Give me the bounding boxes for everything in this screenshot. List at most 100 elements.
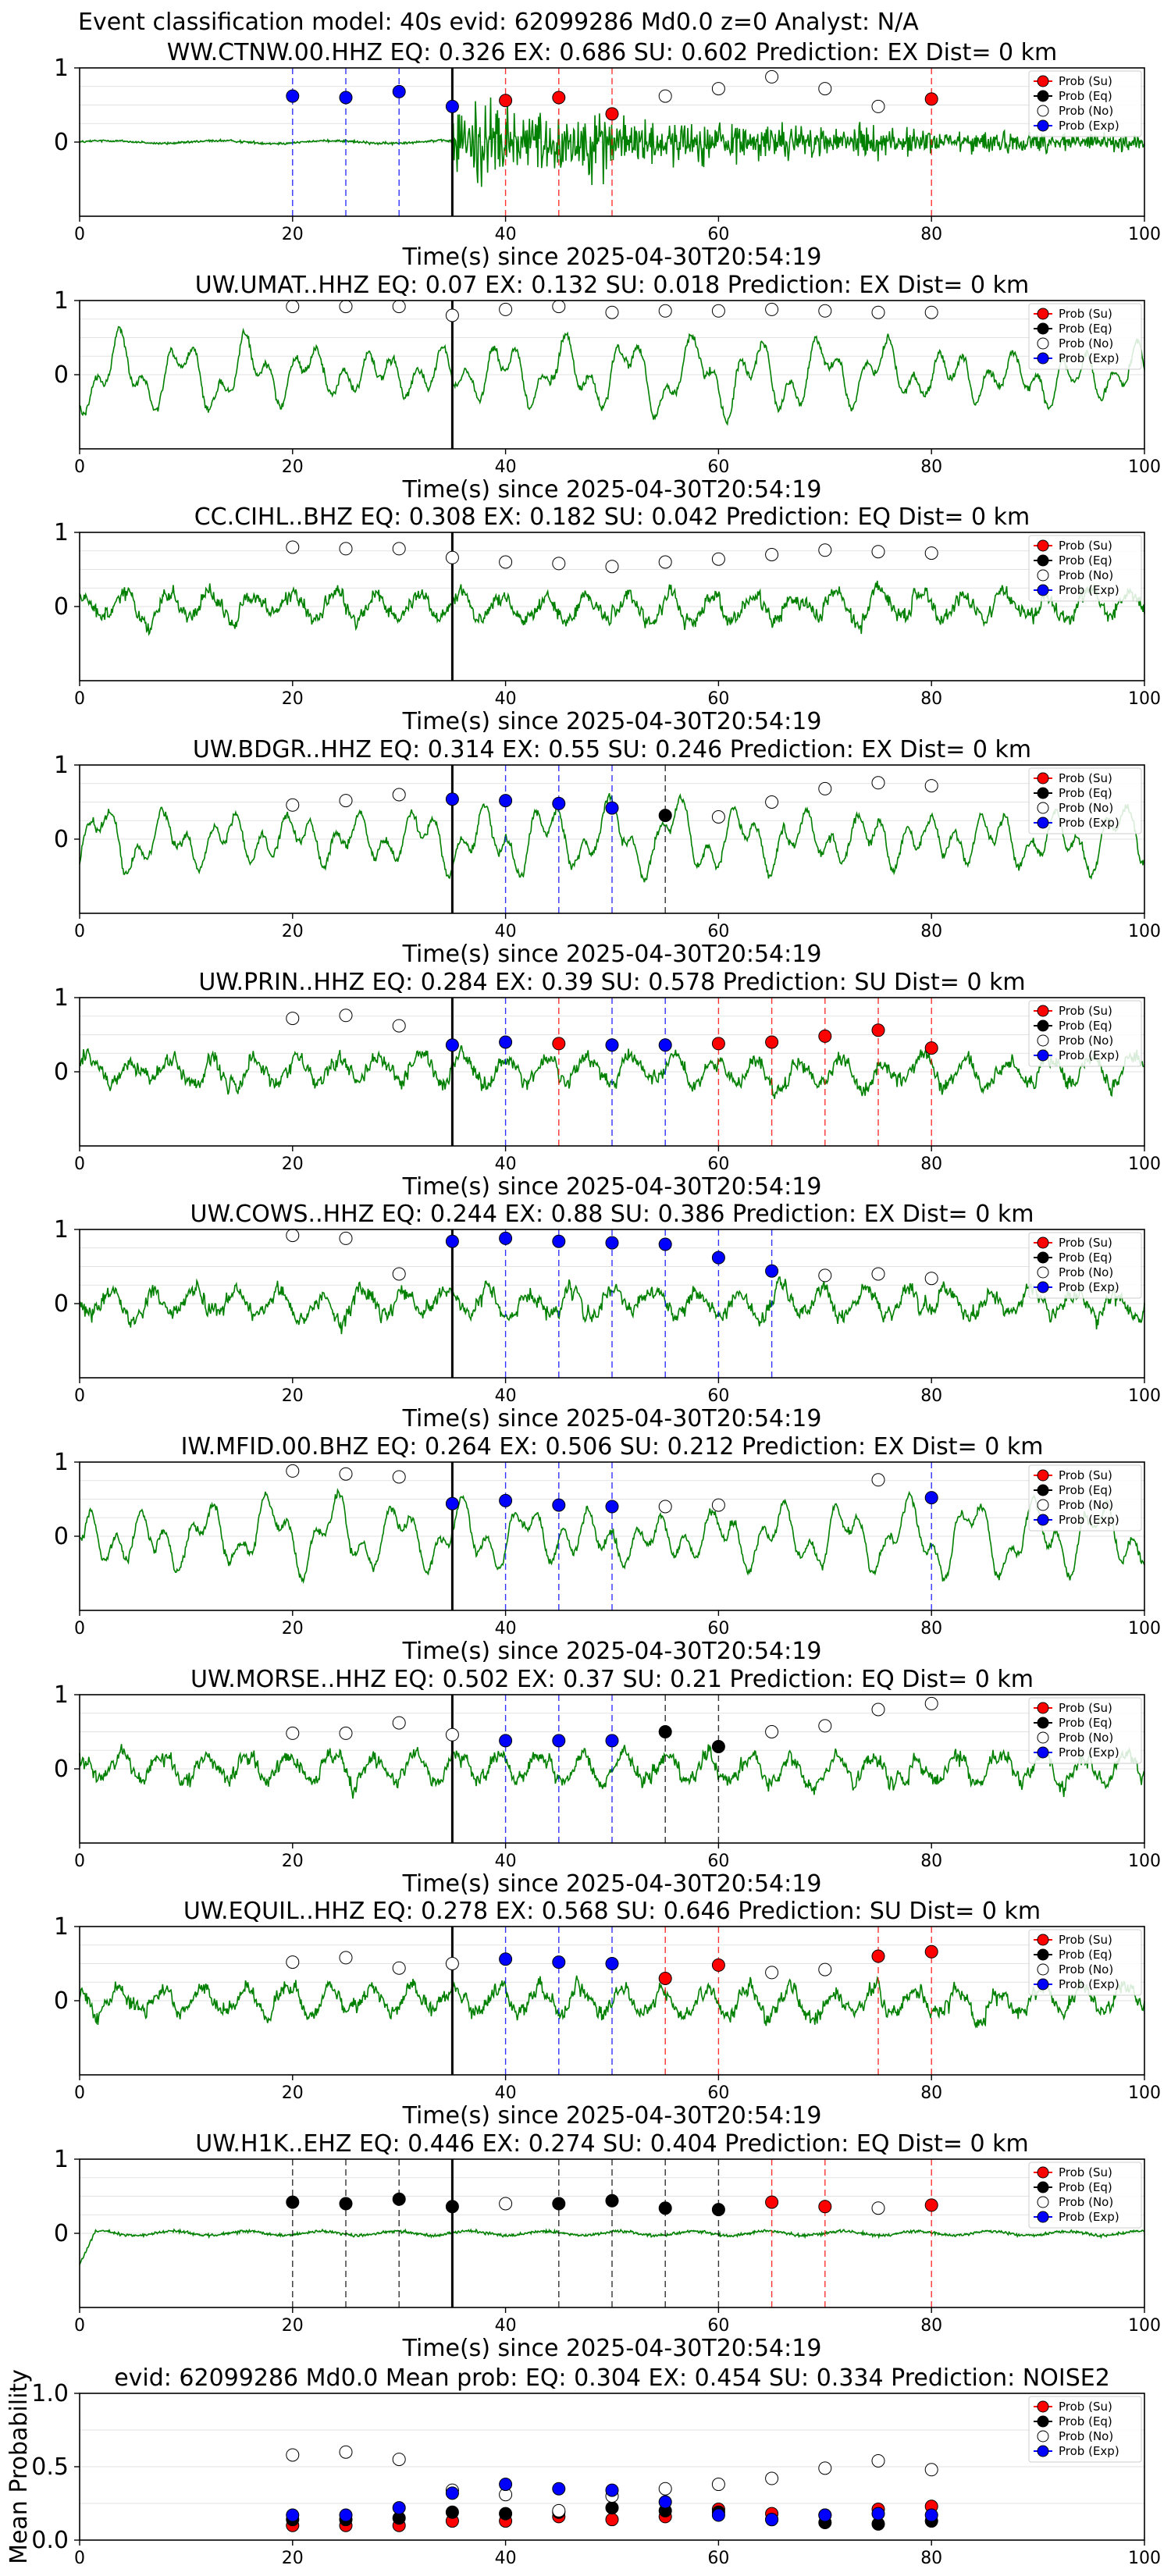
probability-point [499,302,513,316]
x-tick-label: 40 [495,2316,517,2336]
legend-box [1028,70,1142,137]
legend-marker [1037,1934,1049,1946]
probability-point [818,1719,832,1733]
x-tick-label: 20 [282,2316,304,2336]
probability-point [924,2198,938,2212]
x-tick-label: 40 [495,225,517,244]
x-tick-label: 100 [1128,1852,1161,1871]
x-tick-label: 0 [74,1619,85,1638]
x-tick-label: 100 [1128,2083,1161,2103]
legend-label: Prob (Eq) [1059,1948,1112,1962]
legend-marker [1037,2166,1049,2179]
probability-point [605,1038,619,1052]
probability-point [445,550,459,564]
probability-point [658,1725,672,1738]
probability-point [286,540,300,554]
probability-point [871,1473,885,1487]
probability-point [871,545,885,559]
x-tick-label: 20 [282,457,304,477]
probability-point [658,555,672,569]
x-tick-label: 100 [1128,2316,1161,2336]
legend-label: Prob (Eq) [1059,786,1112,800]
probability-point [924,546,938,560]
legend-marker [1037,1978,1049,1991]
legend-label: Prob (No) [1059,1265,1113,1279]
legend-marker [1037,352,1049,365]
panel-title: UW.PRIN..HHZ EQ: 0.284 EX: 0.39 SU: 0.57… [198,969,1025,996]
y-tick-label: 1 [54,1449,69,1476]
probability-point [711,304,725,318]
probability-point [818,1962,832,1976]
probability-point [339,1009,353,1023]
probability-point [286,1012,300,1026]
legend-label: Prob (Su) [1059,74,1112,88]
station-panel: CC.CIHL..BHZ EQ: 0.308 EX: 0.182 SU: 0.0… [54,503,1161,735]
x-tick-label: 80 [920,922,942,941]
probability-point [658,1038,672,1052]
panel-title: UW.BDGR..HHZ EQ: 0.314 EX: 0.55 SU: 0.24… [193,736,1031,763]
x-tick-label: 80 [920,1852,942,1871]
legend-marker [1037,2445,1049,2457]
probability-point [871,1023,885,1037]
probability-point [445,2486,459,2500]
legend-box [1028,767,1142,834]
probability-point [286,2448,300,2462]
legend-marker [1037,1499,1049,1511]
probability-point [286,1464,300,1478]
probability-point [445,1234,459,1248]
probability-point [445,792,459,806]
y-tick-label: 1 [54,1681,69,1709]
probability-point [818,781,832,795]
probability-point [765,302,779,316]
legend-label: Prob (Su) [1059,1468,1112,1482]
legend-label: Prob (Eq) [1059,1019,1112,1033]
legend-label: Prob (Su) [1059,1236,1112,1250]
probability-point [711,2203,725,2217]
x-axis-label: Time(s) since 2025-04-30T20:54:19 [402,244,822,271]
probability-point [765,2513,779,2527]
legend-label: Prob (Eq) [1059,2180,1112,2194]
seismic-waveform [79,326,1145,426]
probability-point [392,1267,406,1281]
probability-point [605,801,619,815]
probability-point [658,1500,672,1514]
x-tick-label: 40 [495,689,517,709]
legend-marker [1037,1717,1049,1729]
panel-title: evid: 62099286 Md0.0 Mean prob: EQ: 0.30… [114,2364,1110,2392]
x-tick-label: 80 [920,2316,942,2336]
legend-marker [1037,584,1049,596]
probability-point [711,552,725,566]
x-tick-label: 20 [282,225,304,244]
station-panel: UW.MORSE..HHZ EQ: 0.502 EX: 0.37 SU: 0.2… [54,1666,1161,1898]
probability-point [871,2201,885,2215]
legend-box [1028,535,1142,602]
y-tick-label: 1.0 [31,2380,69,2407]
seismic-waveform [79,1487,1145,1585]
probability-point [339,91,353,105]
x-tick-label: 20 [282,922,304,941]
probability-point [445,1496,459,1510]
legend-marker [1037,1469,1049,1482]
legend-marker [1037,337,1049,350]
probability-point [499,2507,513,2521]
legend-label: Prob (No) [1059,568,1113,582]
probability-point [658,2482,672,2496]
probability-point [392,788,406,802]
probability-point [445,2505,459,2519]
x-tick-label: 0 [74,922,85,941]
x-tick-label: 60 [707,922,729,941]
legend-label: Prob (No) [1059,1962,1113,1976]
legend-label: Prob (Exp) [1059,119,1119,133]
probability-point [499,1493,513,1507]
x-tick-label: 100 [1128,1386,1161,1406]
probability-point [765,1035,779,1049]
legend-box [1028,2396,1142,2463]
legend-marker [1037,2196,1049,2208]
x-tick-label: 40 [495,1386,517,1406]
legend-label: Prob (Su) [1059,1933,1112,1947]
probability-point [499,94,513,108]
probability-point [392,1716,406,1730]
probability-point [658,2201,672,2215]
probability-point [392,1019,406,1033]
panel-title: CC.CIHL..BHZ EQ: 0.308 EX: 0.182 SU: 0.0… [194,503,1030,531]
